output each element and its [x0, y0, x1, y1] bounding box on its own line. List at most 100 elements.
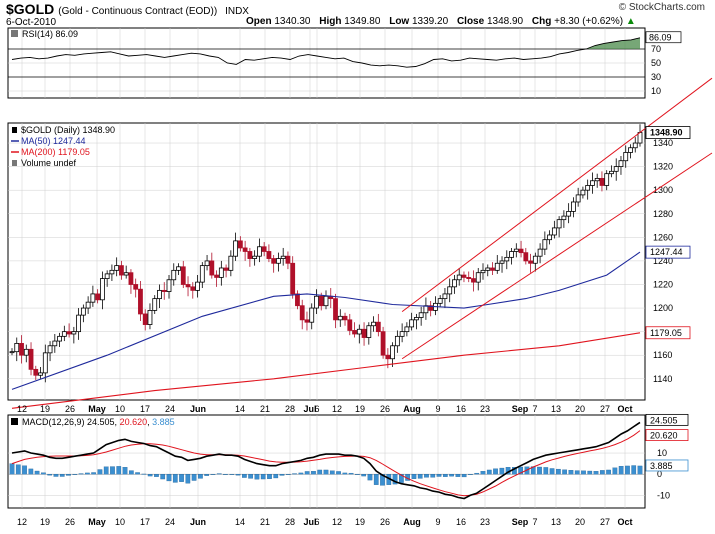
x-axis-label: 9: [435, 404, 440, 414]
price-last-box: [645, 126, 691, 139]
candle-body: [499, 260, 505, 264]
x-axis-label: 26: [380, 517, 390, 527]
x-axis-label: Jun: [190, 517, 206, 527]
candle-body: [161, 289, 167, 292]
macd-histogram-bar: [449, 474, 454, 477]
macd-histogram-bar: [216, 473, 222, 475]
candle-body: [204, 260, 210, 267]
macd-histogram-bar: [399, 474, 404, 483]
macd-histogram-bar: [103, 466, 109, 475]
price-tick-label: 1200: [653, 303, 673, 313]
symbol-text: $GOLD: [6, 1, 55, 17]
candle-body: [594, 177, 600, 182]
candle-body: [480, 269, 486, 274]
x-axis-label: 26: [380, 404, 390, 414]
macd-histogram-bar: [380, 474, 385, 486]
candle-body: [114, 265, 120, 271]
macd-histogram-bar: [543, 467, 549, 475]
price-legend-entry: Volume undef: [21, 158, 77, 168]
macd-histogram-bar: [285, 474, 291, 475]
macd-histogram-bar: [618, 465, 624, 475]
candle-body: [52, 340, 58, 347]
candle-body: [551, 227, 557, 236]
price-last-value: 1179.05: [650, 328, 682, 338]
candle-body: [456, 274, 462, 281]
rsi-tick-label: 30: [651, 72, 661, 82]
candle-body: [532, 255, 538, 264]
candle-body: [542, 239, 548, 250]
x-axis-label: 23: [480, 517, 490, 527]
panel-frame-2: [7, 122, 646, 401]
candle-body: [409, 319, 415, 328]
candle-body: [371, 321, 376, 327]
x-axis-label: Aug: [403, 517, 421, 527]
macd-histogram-bar: [66, 474, 71, 476]
macd-histogram-bar: [606, 469, 611, 475]
macd-histogram-bar: [191, 474, 197, 481]
x-axis-label: 21: [260, 517, 270, 527]
candle-body: [109, 269, 115, 275]
x-axis-label: 17: [140, 404, 150, 414]
candle-body: [580, 189, 586, 196]
macd-histogram-bar: [198, 474, 203, 479]
candle-body: [95, 293, 101, 301]
x-axis-label: 20: [575, 517, 585, 527]
candle-body: [570, 201, 576, 212]
candle-body: [47, 345, 53, 354]
x-axis-label: 19: [355, 404, 365, 414]
candle-body: [228, 255, 234, 271]
candle-body: [452, 279, 457, 288]
candle-body: [133, 284, 139, 290]
close-value: 1348.90: [486, 16, 524, 27]
macd-histogram-bar: [122, 467, 128, 475]
macd-histogram-bar: [348, 472, 354, 475]
x-axis-label: 13: [551, 404, 561, 414]
exchange-label: INDX: [225, 6, 249, 17]
rsi-last-box: [645, 31, 682, 44]
x-axis-label: 7: [532, 404, 537, 414]
candle-body: [233, 240, 239, 257]
candle-body: [223, 267, 229, 271]
candle-body: [76, 314, 82, 333]
candle-body: [99, 278, 105, 301]
price-tick-label: 1260: [653, 232, 673, 242]
low-value: 1339.20: [412, 16, 449, 27]
macd-histogram-bar: [493, 468, 498, 475]
candle-body: [280, 255, 286, 259]
candle-body: [347, 319, 353, 331]
price-tick-label: 1140: [653, 374, 672, 384]
candle-body: [271, 258, 277, 264]
volume-legend-icon: [12, 160, 17, 166]
quote-date: 6-Oct-2010: [6, 17, 57, 28]
candle-body: [599, 177, 605, 186]
candle-body: [14, 343, 20, 353]
candle-body: [356, 328, 362, 335]
macd-line: [11, 421, 641, 500]
candle-body: [66, 331, 72, 335]
candle-body: [309, 307, 315, 323]
candle-body: [314, 295, 319, 309]
x-axis-label: 14: [235, 404, 245, 414]
candle-body: [547, 234, 553, 241]
macd-histogram-bar: [229, 474, 235, 475]
macd-histogram-bar: [518, 466, 524, 475]
candle-body: [166, 279, 172, 292]
chart-symbol: $GOLD (Gold - Continuous Contract (EOD)) …: [6, 1, 249, 17]
candle-body: [475, 272, 481, 283]
macd-title-label: MACD(12,26,9) 24.505, 20.620, 3.885: [22, 417, 175, 427]
price-legend-entry: MA(50) 1247.44: [21, 136, 86, 146]
candle-body: [285, 255, 291, 264]
macd-histogram-bar: [47, 474, 53, 476]
candle-body: [209, 260, 215, 276]
candle-body: [199, 265, 205, 283]
macd-histogram-bar: [78, 473, 84, 475]
candle-body: [252, 255, 258, 259]
x-axis-label: 13: [551, 517, 561, 527]
macd-histogram-bar: [9, 463, 15, 475]
macd-histogram-bar: [455, 474, 461, 477]
x-axis-label: May: [88, 404, 106, 414]
candle-body: [566, 211, 572, 217]
macd-last-box: [645, 429, 689, 441]
macd-histogram-bar: [549, 468, 555, 475]
